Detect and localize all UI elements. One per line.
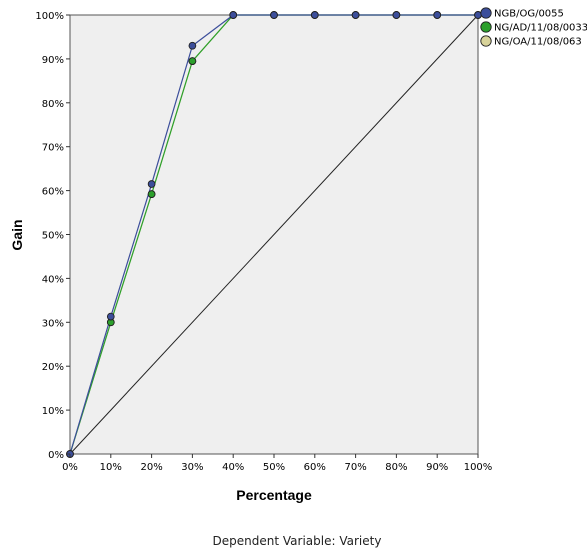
data-point (270, 11, 278, 19)
x-tick-label: 0% (62, 462, 78, 473)
data-point (147, 180, 156, 188)
x-tick-label: 50% (263, 462, 285, 473)
legend-marker (480, 7, 492, 19)
y-tick-label: 100% (35, 11, 64, 22)
x-tick-label: 70% (344, 462, 366, 473)
y-tick-label: 60% (42, 187, 64, 198)
data-point (147, 190, 156, 198)
y-tick-label: 0% (48, 450, 64, 461)
legend-marker (480, 21, 492, 33)
x-axis-title: Percentage (236, 487, 312, 503)
y-tick-label: 80% (42, 99, 64, 110)
y-tick-label: 40% (42, 274, 64, 285)
baseline-line (69, 14, 479, 455)
y-tick-label: 70% (42, 143, 64, 154)
legend-label: NG/AD/11/08/0033 (494, 23, 587, 34)
x-tick-label: 10% (100, 462, 122, 473)
data-point (229, 11, 238, 19)
y-tick-label: 30% (42, 318, 64, 329)
x-tick-label: 80% (385, 462, 407, 473)
legend: NGB/OG/0055 NG/AD/11/08/0033 NG/OA/11/08/0… (480, 7, 587, 48)
x-tick-label: 100% (464, 462, 493, 473)
x-tick-label: 40% (222, 462, 244, 473)
y-tick-label: 90% (42, 55, 64, 66)
y-tick-label: 10% (42, 406, 64, 417)
legend-label: NG/OA/11/08/063 (494, 37, 582, 48)
y-tick-label: 50% (42, 231, 64, 242)
data-point (392, 11, 401, 19)
x-tick-label: 60% (304, 462, 326, 473)
legend-marker (480, 35, 492, 47)
x-tick-label: 30% (181, 462, 203, 473)
x-tick-label: 90% (426, 462, 448, 473)
data-point (351, 11, 360, 19)
legend-label: NGB/OG/0055 (494, 9, 564, 20)
data-point (106, 312, 115, 321)
y-axis-title: Gain (9, 219, 25, 250)
footnote: Dependent Variable: Variety (213, 534, 382, 548)
y-tick-label: 20% (42, 362, 64, 373)
data-point (433, 11, 442, 19)
data-point (188, 41, 197, 50)
data-point (310, 11, 319, 19)
x-tick-label: 20% (140, 462, 162, 473)
data-point (188, 57, 197, 65)
